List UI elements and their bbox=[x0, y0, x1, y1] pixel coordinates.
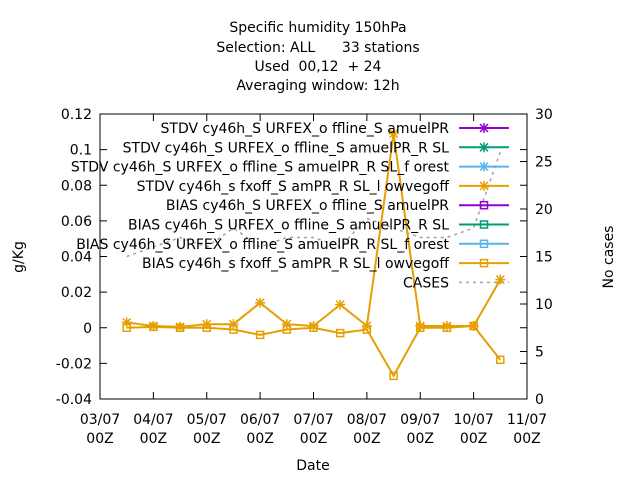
legend-label: CASES bbox=[403, 275, 449, 291]
y-tick-label: 0.06 bbox=[61, 214, 92, 230]
x-tick-label-date: 08/07 bbox=[347, 412, 387, 428]
legend-marker bbox=[479, 123, 489, 133]
legend-item: BIAS cy46h_s fxoff_S amPR_R SL_l owvegof… bbox=[142, 256, 509, 272]
title-line-3: Used 00,12 + 24 bbox=[255, 59, 382, 75]
y2-tick-label: 25 bbox=[535, 155, 553, 171]
y2-tick-label: 20 bbox=[535, 202, 553, 218]
x-tick-label-time: 00Z bbox=[460, 431, 487, 447]
y-tick-label: 0.04 bbox=[61, 250, 92, 266]
x-tick-label-time: 00Z bbox=[300, 431, 327, 447]
y-tick-label: 0.12 bbox=[61, 107, 92, 123]
title-line-2: Selection: ALL 33 stations bbox=[216, 40, 419, 56]
y-tick-label: 0.08 bbox=[61, 178, 92, 194]
y-tick-label: -0.04 bbox=[56, 392, 92, 408]
y2-tick-label: 5 bbox=[535, 345, 544, 361]
legend-item: STDV cy46h_S URFEX_o ffline_S amuelPR_R … bbox=[71, 160, 509, 176]
data-point bbox=[496, 355, 505, 365]
legend-marker bbox=[479, 220, 489, 229]
data-point bbox=[149, 322, 158, 332]
x-tick-label-date: 10/07 bbox=[453, 412, 493, 428]
series-line bbox=[126, 151, 502, 258]
legend-item: STDV cy46h_s fxoff_S amPR_R SL_l owvegof… bbox=[137, 179, 509, 195]
legend-label: STDV cy46h_S URFEX_o ffline_S amuelPR bbox=[161, 121, 450, 137]
legend-item: BIAS cy46h_S URFEX_o ffline_S amuelPR_R … bbox=[128, 218, 509, 234]
legend-label: BIAS cy46h_S URFEX_o ffline_S amuelPR_R … bbox=[128, 218, 449, 234]
x-axis-label: Date bbox=[296, 458, 329, 474]
x-tick-label-time: 00Z bbox=[407, 431, 434, 447]
data-point bbox=[255, 330, 265, 340]
x-tick-label-time: 00Z bbox=[140, 431, 167, 447]
x-tick-label-time: 00Z bbox=[513, 431, 540, 447]
data-point bbox=[309, 323, 318, 332]
data-point bbox=[255, 297, 266, 308]
legend-label: STDV cy46h_S URFEX_o ffline_S amuelPR_R … bbox=[71, 160, 450, 176]
y-tick-label: 0.1 bbox=[70, 143, 92, 159]
data-point bbox=[121, 317, 132, 328]
x-tick-label-date: 06/07 bbox=[240, 412, 280, 428]
series-layer bbox=[121, 128, 506, 381]
legend-marker bbox=[479, 258, 489, 268]
legend-label: BIAS cy46h_S URFEX_o ffline_S amuelPR bbox=[166, 198, 449, 214]
legend-item: BIAS cy46h_S URFEX_o ffline_S amuelPR bbox=[166, 198, 509, 214]
data-point bbox=[335, 328, 345, 338]
x-tick-label-date: 05/07 bbox=[187, 412, 227, 428]
data-point bbox=[229, 325, 238, 334]
title-line-1: Specific humidity 150hPa bbox=[229, 20, 406, 36]
y2-tick-label: 10 bbox=[535, 297, 553, 313]
y2-tick-label: 30 bbox=[535, 107, 553, 123]
legend-marker bbox=[479, 142, 489, 153]
data-point bbox=[442, 323, 452, 332]
x-tick-label-time: 00Z bbox=[353, 431, 380, 447]
x-tick-label-date: 07/07 bbox=[293, 412, 333, 428]
data-point bbox=[202, 323, 211, 332]
data-point bbox=[175, 323, 185, 332]
x-tick-label-time: 00Z bbox=[193, 431, 220, 447]
y-axis-label: g/Kg bbox=[11, 241, 27, 273]
data-point bbox=[388, 128, 399, 139]
data-point bbox=[495, 274, 506, 285]
legend-label: BIAS cy46h_S URFEX_o ffline_S amuelPR_R … bbox=[76, 237, 449, 253]
y2-axis-label: No cases bbox=[601, 226, 617, 289]
series-7 bbox=[122, 321, 505, 381]
axis-ticks: -0.04 -0.02 0 0.02 0.04 0.06 0.08 0.1 0.12 0 5 10 15… bbox=[56, 107, 553, 447]
legend-label: BIAS cy46h_s fxoff_S amPR_R SL_l owvegof… bbox=[142, 256, 449, 272]
series-line bbox=[126, 324, 502, 378]
title-line-4: Averaging window: 12h bbox=[236, 78, 399, 94]
x-tick-label-date: 11/07 bbox=[507, 412, 547, 428]
legend: STDV cy46h_S URFEX_o ffline_S amuelPR STD… bbox=[71, 121, 509, 291]
data-point bbox=[228, 319, 239, 330]
legend-label: STDV cy46h_s fxoff_S amPR_R SL_l owvegof… bbox=[137, 179, 450, 195]
data-point bbox=[335, 299, 346, 310]
legend-marker bbox=[479, 239, 489, 249]
y-tick-label: -0.02 bbox=[56, 356, 92, 372]
legend-item: BIAS cy46h_S URFEX_o ffline_S amuelPR_R … bbox=[76, 237, 509, 253]
legend-item: STDV cy46h_S URFEX_o ffline_S amuelPR_R … bbox=[123, 140, 509, 156]
legend-marker bbox=[479, 161, 489, 172]
data-point bbox=[282, 325, 292, 334]
legend-item: STDV cy46h_S URFEX_o ffline_S amuelPR bbox=[161, 121, 509, 137]
data-point bbox=[362, 325, 372, 334]
series-8 bbox=[126, 151, 502, 258]
data-point bbox=[389, 371, 398, 381]
legend-item: CASES bbox=[403, 275, 509, 291]
legend-marker bbox=[479, 200, 489, 210]
data-point bbox=[469, 321, 478, 331]
chart-title: Specific humidity 150hPa Selection: ALL … bbox=[216, 20, 419, 94]
x-tick-label-date: 09/07 bbox=[400, 412, 440, 428]
y2-tick-label: 15 bbox=[535, 250, 553, 266]
legend-marker bbox=[479, 180, 489, 191]
data-point bbox=[416, 323, 425, 332]
y-tick-label: 0.02 bbox=[61, 285, 92, 301]
y2-tick-label: 0 bbox=[535, 392, 544, 408]
data-point bbox=[281, 319, 292, 330]
data-point bbox=[122, 323, 131, 332]
x-tick-label-time: 00Z bbox=[246, 431, 273, 447]
legend-label: STDV cy46h_S URFEX_o ffline_S amuelPR_R … bbox=[123, 140, 450, 156]
x-tick-label-time: 00Z bbox=[86, 431, 113, 447]
y-tick-label: 0 bbox=[83, 321, 92, 337]
x-tick-label-date: 03/07 bbox=[80, 412, 120, 428]
x-tick-label-date: 04/07 bbox=[133, 412, 173, 428]
